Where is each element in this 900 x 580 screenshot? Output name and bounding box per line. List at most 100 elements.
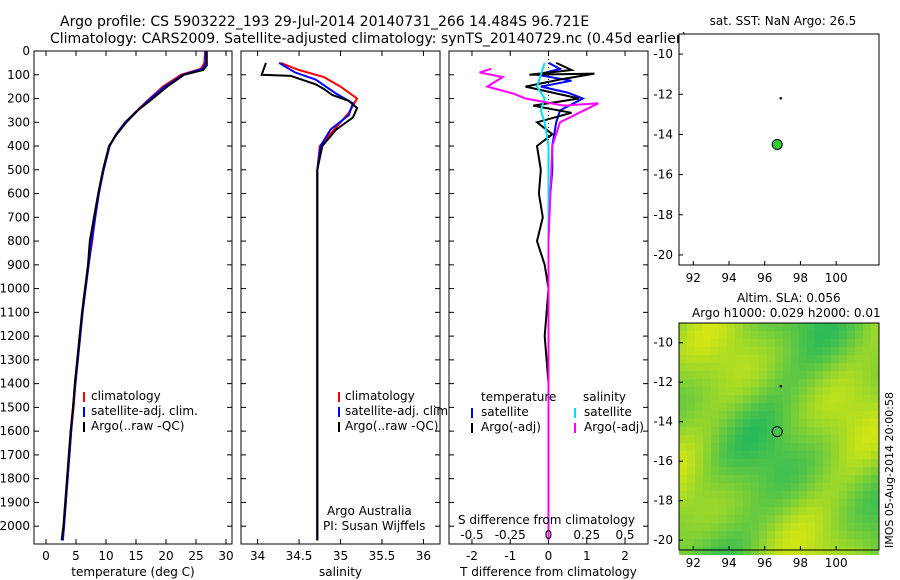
sla-cell [815,371,823,379]
sla-map-subtitle: Argo h1000: 0.029 h2000: 0.01 [692,306,881,320]
sla-cell [823,387,831,395]
sla-cell [719,339,727,347]
sla-cell [743,539,751,547]
sla-cell [775,459,783,467]
sla-cell [727,403,735,411]
sla-cell [727,467,735,475]
sla-cell [687,523,695,531]
sla-cell [751,323,759,331]
sla-cell [695,523,703,531]
sla-cell [703,387,711,395]
sla-cell [735,323,743,331]
sla-cell [815,499,823,507]
sla-cell [855,323,863,331]
sla-cell [847,483,855,491]
sla-cell [735,475,743,483]
sla-cell [823,435,831,443]
sla-cell [735,459,743,467]
sla-cell [863,443,871,451]
sla-cell [711,371,719,379]
sla-cell [871,371,879,379]
sla-cell [775,515,783,523]
sla-cell [727,411,735,419]
sla-cell [703,523,711,531]
float-track-point [779,96,783,100]
sla-cell [687,435,695,443]
sla-cell [807,395,815,403]
sla-cell [815,531,823,539]
sla-cell [831,467,839,475]
sla-cell [855,347,863,355]
sla-cell [807,363,815,371]
sla-cell [687,427,695,435]
sla-cell [775,379,783,387]
y-tick-label-sla-5: -20 [653,533,673,547]
sla-cell [783,427,791,435]
sla-cell [815,459,823,467]
sla-cell [719,355,727,363]
x-tick-label-sla-1: 94 [721,556,736,570]
sla-cell [775,435,783,443]
sla-cell [807,531,815,539]
sla-cell [703,451,711,459]
sla-cell [823,347,831,355]
sla-cell [855,483,863,491]
sla-cell [687,547,695,555]
sla-cell [703,347,711,355]
sla-cell [831,427,839,435]
sla-cell [687,507,695,515]
sla-cell [751,467,759,475]
sla-cell [767,515,775,523]
sla-cell [727,363,735,371]
sla-cell [847,443,855,451]
sla-cell [863,347,871,355]
sla-cell [759,459,767,467]
sla-cell [855,459,863,467]
sla-cell [727,515,735,523]
sla-cell [695,411,703,419]
sla-cell [815,419,823,427]
sla-cell [711,451,719,459]
sla-cell [863,507,871,515]
sla-cell [679,371,687,379]
sla-cell [871,363,879,371]
sla-cell [743,483,751,491]
sla-cell [775,395,783,403]
x2-axis-label-difference: S difference from climatology [458,513,635,527]
sla-cell [791,539,799,547]
sla-cell [695,363,703,371]
series-line-salinity-2 [260,62,359,541]
sla-cell [751,411,759,419]
sla-cell [719,491,727,499]
x2-tick-label-difference-2: 0 [545,528,553,542]
sla-cell [751,395,759,403]
sla-cell [719,379,727,387]
sla-cell [751,435,759,443]
sla-cell [727,459,735,467]
sla-cell [799,435,807,443]
sla-cell [703,531,711,539]
x-tick-label-salinity-2: 35 [333,549,348,563]
sla-cell [871,427,879,435]
sla-cell [743,507,751,515]
sla-cell [767,379,775,387]
sla-cell [759,395,767,403]
sla-cell [759,491,767,499]
sla-cell [759,371,767,379]
sla-cell [847,491,855,499]
sla-cell [703,515,711,523]
sla-cell [695,459,703,467]
sla-cell [847,475,855,483]
sla-cell [847,539,855,547]
sla-cell [815,491,823,499]
sla-cell [791,371,799,379]
sla-cell [831,355,839,363]
sla-cell [711,459,719,467]
sla-cell [791,339,799,347]
sla-cell [807,371,815,379]
sla-cell [823,523,831,531]
sla-cell [687,443,695,451]
sla-cell [799,379,807,387]
sla-cell [679,451,687,459]
sla-cell [839,475,847,483]
